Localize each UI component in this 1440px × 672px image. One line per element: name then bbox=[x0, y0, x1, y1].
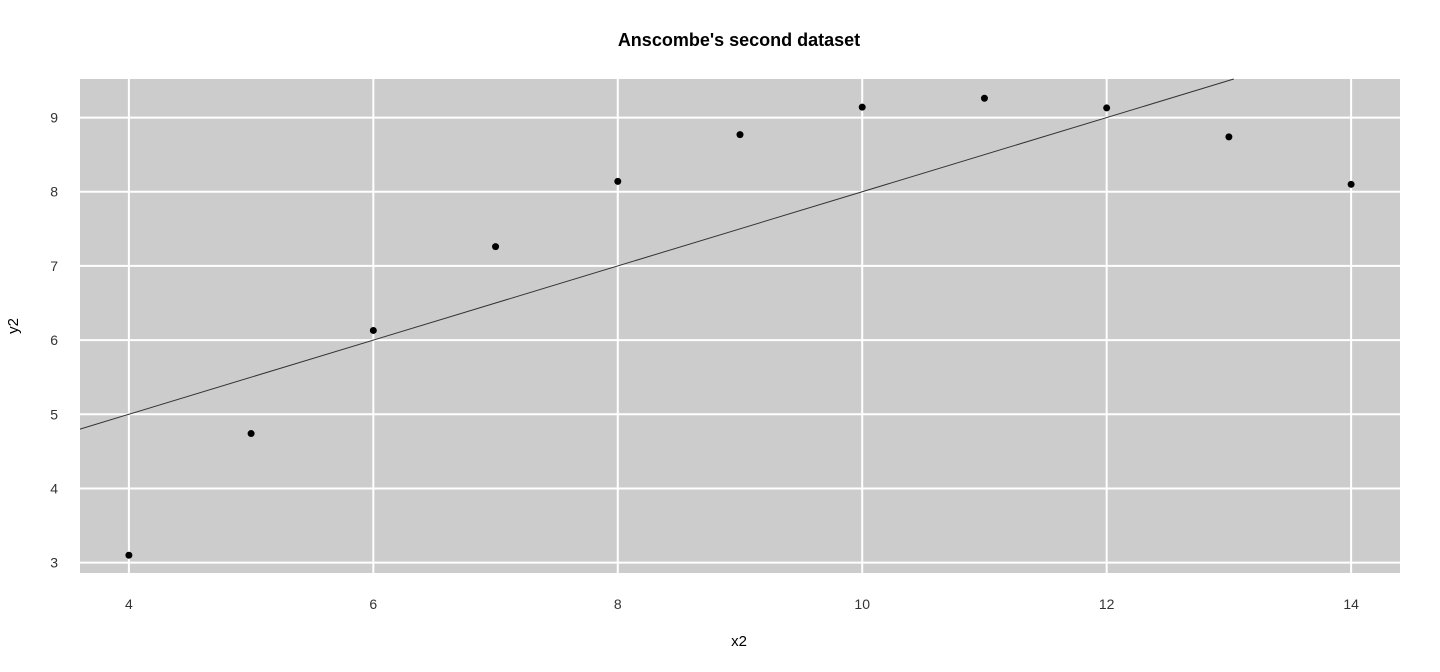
x-tick-label: 10 bbox=[854, 596, 870, 612]
x-tick-label: 8 bbox=[614, 596, 622, 612]
y-tick-labels: 3 4 5 6 7 8 9 bbox=[50, 110, 58, 571]
fit-line bbox=[79, 78, 1234, 430]
data-point bbox=[1347, 180, 1355, 188]
y-tick-label: 8 bbox=[50, 184, 58, 200]
y-axis-label: y2 bbox=[5, 318, 22, 334]
plot-panel bbox=[80, 79, 1400, 573]
x-tick-labels: 4 6 8 10 12 14 bbox=[125, 596, 1359, 612]
y-tick-label: 6 bbox=[50, 332, 58, 348]
data-point bbox=[1103, 104, 1111, 112]
x-tick-label: 14 bbox=[1343, 596, 1359, 612]
x-axis-label: x2 bbox=[731, 633, 747, 650]
x-tick-label: 4 bbox=[125, 596, 133, 612]
data-point bbox=[125, 551, 133, 559]
y-tick-label: 3 bbox=[50, 555, 58, 571]
fit-line-group bbox=[79, 78, 1234, 430]
data-point bbox=[980, 94, 988, 102]
y-tick-label: 9 bbox=[50, 110, 58, 126]
data-point bbox=[369, 326, 377, 334]
data-point bbox=[247, 430, 255, 438]
data-points bbox=[125, 94, 1355, 559]
data-point bbox=[1225, 133, 1233, 141]
data-point bbox=[492, 243, 500, 251]
data-point bbox=[858, 103, 866, 111]
grid-lines bbox=[80, 79, 1400, 573]
y-tick-label: 5 bbox=[50, 406, 58, 422]
data-point bbox=[736, 131, 744, 139]
x-tick-label: 12 bbox=[1099, 596, 1115, 612]
x-tick-label: 6 bbox=[369, 596, 377, 612]
data-point bbox=[614, 177, 622, 185]
chart-title: Anscombe's second dataset bbox=[618, 30, 860, 50]
y-tick-label: 7 bbox=[50, 258, 58, 274]
y-tick-label: 4 bbox=[50, 480, 58, 496]
